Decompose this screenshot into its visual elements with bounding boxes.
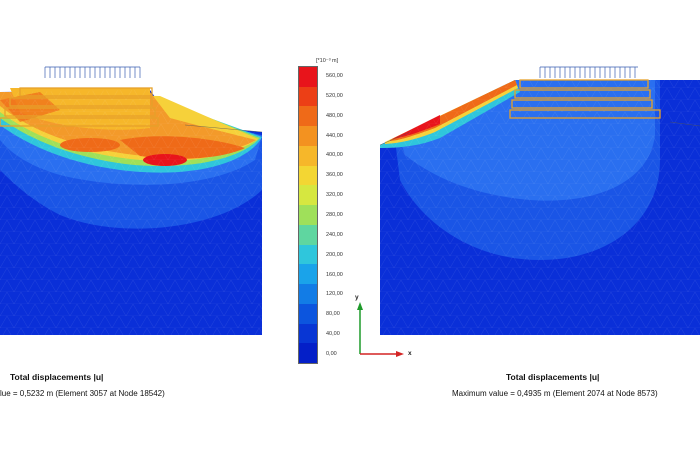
color-legend-labels: 560,00 520,00 480,00 440,00 400,00 360,00 320,…: [326, 66, 356, 364]
legend-tick-label: 40,00: [326, 331, 340, 338]
legend-swatch: [299, 67, 317, 87]
left-plot-max-value: lue = 0,5232 m (Element 3057 at Node 185…: [0, 389, 165, 398]
color-legend-bar: [298, 66, 318, 364]
legend-tick-label: 160,00: [326, 271, 343, 278]
legend-tick-label: 80,00: [326, 311, 340, 318]
legend-tick-label: 200,00: [326, 251, 343, 258]
legend-swatch: [299, 343, 317, 364]
legend-tick-label: 240,00: [326, 231, 343, 238]
legend-swatch: [299, 185, 317, 206]
legend-swatch: [299, 165, 317, 186]
legend-swatch: [299, 205, 317, 225]
legend-tick-label: 0,00: [326, 351, 337, 358]
legend-swatch: [299, 244, 317, 265]
legend-swatch: [299, 126, 317, 146]
right-contour-plot: [380, 40, 700, 335]
axis-indicator: y x: [348, 294, 412, 358]
legend-tick-label: 520,00: [326, 92, 343, 99]
x-axis-label: x: [408, 350, 412, 357]
legend-tick-label: 280,00: [326, 212, 343, 218]
legend-swatch: [299, 224, 317, 245]
legend-unit-label: [*10⁻³ m]: [316, 58, 339, 64]
legend-swatch: [299, 303, 317, 324]
y-axis-label: y: [355, 294, 359, 301]
legend-swatch: [299, 145, 317, 166]
left-contour-plot: [0, 40, 262, 335]
legend-swatch: [299, 323, 317, 344]
legend-swatch: [299, 264, 317, 285]
legend-tick-label: 480,00: [326, 112, 343, 119]
legend-swatch: [299, 284, 317, 304]
legend-tick-label: 320,00: [326, 192, 343, 199]
legend-tick-label: 120,00: [326, 291, 343, 298]
legend-tick-label: 560,00: [326, 72, 343, 79]
right-plot-title: Total displacements |u|: [506, 372, 600, 382]
right-plot-max-value: Maximum value = 0,4935 m (Element 2074 a…: [452, 389, 658, 398]
legend-tick-label: 360,00: [326, 172, 343, 179]
legend-tick-label: 440,00: [326, 132, 343, 139]
legend-swatch: [299, 106, 317, 127]
legend-tick-label: 400,00: [326, 152, 343, 159]
left-plot-title: Total displacements |u|: [10, 372, 104, 382]
legend-swatch: [299, 86, 317, 107]
